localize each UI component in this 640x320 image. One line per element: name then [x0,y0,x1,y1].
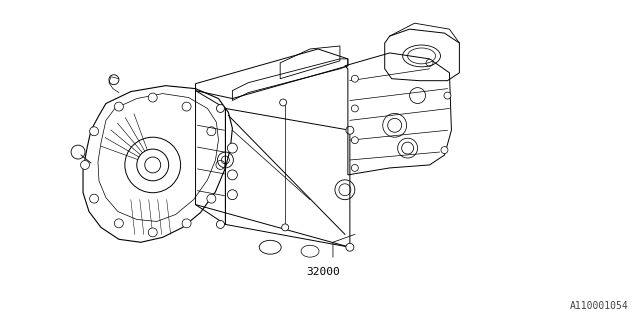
Circle shape [227,170,237,180]
Circle shape [444,92,451,99]
Circle shape [346,126,354,134]
Circle shape [346,243,354,251]
Circle shape [115,102,124,111]
Circle shape [351,164,358,172]
Circle shape [148,93,157,102]
Circle shape [227,143,237,153]
Text: A110001054: A110001054 [570,301,628,311]
Circle shape [216,161,225,169]
Circle shape [207,127,216,136]
Circle shape [282,224,289,231]
Circle shape [90,194,99,203]
Circle shape [216,220,225,228]
Circle shape [207,194,216,203]
Circle shape [216,105,225,112]
Circle shape [351,105,358,112]
Circle shape [81,161,90,169]
Circle shape [90,127,99,136]
Circle shape [441,147,448,154]
Circle shape [227,190,237,200]
Circle shape [426,60,433,66]
Circle shape [115,219,124,228]
Circle shape [351,75,358,82]
Circle shape [182,219,191,228]
Circle shape [351,137,358,144]
Text: 32000: 32000 [306,267,340,277]
Circle shape [148,228,157,237]
Circle shape [182,102,191,111]
Circle shape [280,99,287,106]
